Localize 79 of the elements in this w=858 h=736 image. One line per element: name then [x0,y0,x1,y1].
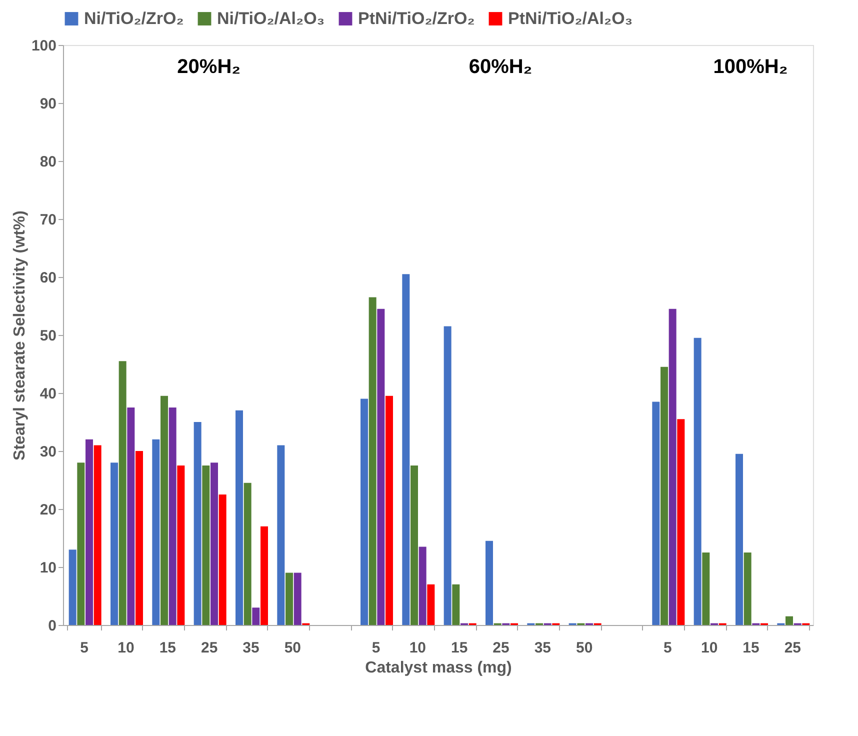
bar [660,366,668,625]
y-tick-label: 20 [40,502,56,518]
x-tick-label: 15 [742,640,760,656]
bar [286,572,293,625]
y-tick-label: 100 [31,38,56,54]
bar [94,445,102,625]
y-tick-label: 80 [40,154,56,170]
legend-label: Ni/TiO₂/Al₂O₃ [217,8,325,28]
x-tick-label: 35 [242,640,260,656]
x-tick-label: 5 [663,640,672,656]
y-axis-title: Stearyl stearate Selectivity (wt%) [11,210,28,460]
legend-label: PtNi/TiO₂/Al₂O₃ [508,8,633,28]
x-tick-label: 5 [80,640,89,656]
bar [418,546,426,625]
x-tick-label: 25 [784,640,802,656]
legend-label: PtNi/TiO₂/ZrO₂ [358,8,475,28]
annotation: 60%H₂ [468,56,532,78]
bar [452,584,460,625]
bar [177,466,185,625]
bar [252,608,260,625]
bar [652,402,660,625]
bar [136,451,143,625]
y-tick-label: 10 [40,560,56,576]
bar [294,572,302,625]
x-tick-label: 50 [576,640,593,656]
bar [386,396,393,625]
x-tick-label: 25 [200,640,218,656]
bar [244,482,252,625]
x-tick-label: 15 [450,640,468,656]
bar [486,540,493,625]
bar [377,308,385,625]
x-tick-label: 50 [284,640,302,656]
x-tick-label: 15 [159,640,176,656]
bar [694,338,702,625]
bar [110,462,118,625]
bar [218,494,226,625]
y-tick-label: 50 [40,328,56,344]
annotation: 20%H₂ [177,56,241,78]
bar [127,408,135,625]
bar [77,462,85,625]
y-tick-label: 30 [40,444,56,460]
bar [202,466,210,625]
bar [402,274,410,625]
x-tick-label: 25 [492,640,510,656]
bar [86,439,93,625]
x-tick-label: 10 [700,640,718,656]
legend-label: Ni/TiO₂/ZrO₂ [84,8,184,28]
bar [427,584,435,625]
x-tick-label: 5 [372,640,380,656]
y-tick-label: 40 [40,386,56,402]
bar [786,616,793,625]
bar [277,445,285,625]
bar [444,326,452,625]
bar [68,550,76,625]
bar [152,439,160,625]
x-tick-label: 10 [409,640,426,656]
bar [236,410,243,625]
y-tick-label: 0 [48,618,56,634]
bar [702,552,710,625]
bar [118,361,126,625]
bar [260,526,268,625]
y-tick-label: 90 [40,96,56,112]
bar [194,422,202,625]
bar [368,297,376,625]
x-tick-label: 10 [118,640,134,656]
x-tick-label: 35 [534,640,552,656]
bar [677,419,685,625]
bar [410,466,418,625]
bar [168,408,176,625]
bar [744,552,752,625]
annotation: 100%H₂ [713,56,788,78]
bar [668,308,676,625]
bar [360,398,368,625]
bar [736,454,743,625]
bar [210,462,218,625]
bar [160,396,168,625]
x-axis-title: Catalyst mass (mg) [365,660,512,676]
y-tick-label: 60 [40,270,56,286]
y-tick-label: 70 [40,212,56,228]
